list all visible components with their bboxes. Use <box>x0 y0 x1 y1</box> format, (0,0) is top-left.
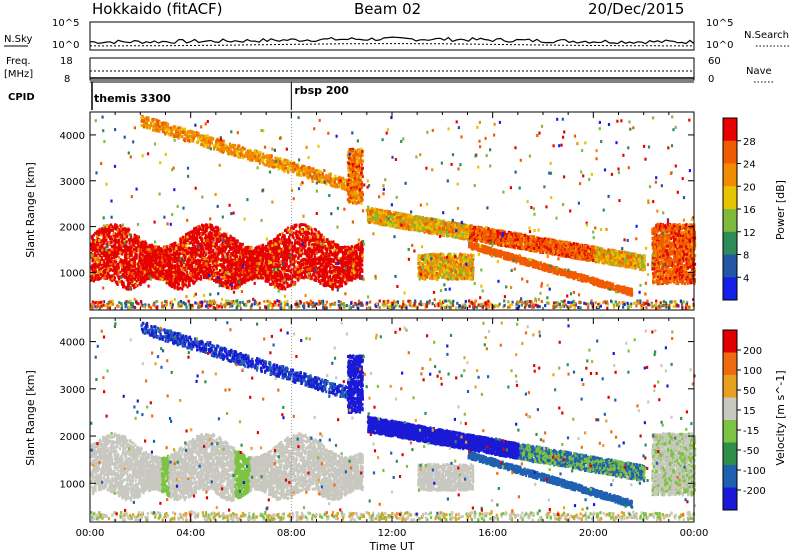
power-colorbar-swatch-3 <box>723 186 737 209</box>
power-colorbar: 28 24 20 16 12 8 4 <box>723 118 756 301</box>
nsearch-tick-top: 10^5 <box>706 18 733 29</box>
velocity-colorbar-label: Velocity [m s^-1] <box>774 370 787 465</box>
power-ytick-1: 2000 <box>60 223 85 234</box>
power-panel: 1000 2000 3000 4000 <box>60 112 697 310</box>
velocity-colorbar-tick-2: 50 <box>743 386 756 397</box>
velocity-colorbar-tick-6: -100 <box>743 466 766 477</box>
nsearch-tick-bottom: 10^0 <box>706 40 733 51</box>
nsearch-label: N.Search <box>744 30 789 41</box>
velocity-ytick-2: 3000 <box>60 385 85 396</box>
power-colorbar-swatch-5 <box>723 232 737 255</box>
velocity-colorbar: 200 100 50 15 -15 -50 -100 -200 <box>723 330 766 511</box>
velocity-colorbar-tick-7: -200 <box>743 486 766 497</box>
nave-label: Nave <box>746 66 772 77</box>
cpid-panel: CPID themis 3300 rbsp 200 <box>8 82 694 110</box>
power-colorbar-swatch-0 <box>723 118 737 141</box>
freq-label-line2: [MHz] <box>4 69 33 80</box>
power-colorbar-tick-6: 4 <box>743 273 749 284</box>
velocity-colorbar-swatch-7 <box>723 488 737 511</box>
nsky-tick-top: 10^5 <box>52 18 79 29</box>
velocity-colorbar-swatch-1 <box>723 353 737 376</box>
xtick-label-4: 16:00 <box>478 528 507 539</box>
power-colorbar-tick-2: 20 <box>743 182 756 193</box>
x-axis-title: Time UT <box>368 540 414 553</box>
velocity-colorbar-tick-0: 200 <box>743 346 762 357</box>
power-colorbar-swatch-4 <box>723 209 737 232</box>
power-ylabel: Slant Range [km] <box>24 162 37 258</box>
power-ytick-0: 1000 <box>60 268 85 279</box>
power-colorbar-tick-5: 8 <box>743 251 749 262</box>
velocity-ytick-0: 1000 <box>60 479 85 490</box>
velocity-colorbar-swatch-5 <box>723 443 737 466</box>
velocity-colorbar-swatch-6 <box>723 465 737 488</box>
velocity-ytick-1: 2000 <box>60 432 85 443</box>
nsky-panel: N.Sky 10^5 10^0 10^5 10^0 N.Search <box>4 18 790 51</box>
power-colorbar-tick-0: 28 <box>743 137 756 148</box>
nave-tick-bottom: 0 <box>708 74 714 85</box>
velocity-colorbar-swatch-2 <box>723 375 737 398</box>
velocity-ytick-3: 4000 <box>60 338 85 349</box>
freq-panel: Freq. [MHz] 18 8 60 0 Nave <box>4 56 774 85</box>
power-colorbar-tick-1: 24 <box>743 160 756 171</box>
cpid-segment-1: themis 3300 <box>94 92 171 105</box>
cpid-segment-2: rbsp 200 <box>294 84 349 97</box>
velocity-colorbar-tick-1: 100 <box>743 366 762 377</box>
xtick-label-3: 12:00 <box>378 528 407 539</box>
velocity-colorbar-swatch-4 <box>723 420 737 443</box>
freq-label-line1: Freq. <box>6 56 31 67</box>
power-colorbar-swatch-2 <box>723 164 737 187</box>
power-colorbar-swatch-7 <box>723 277 737 300</box>
power-colorbar-label: Power [dB] <box>774 180 787 240</box>
power-colorbar-tick-3: 16 <box>743 205 756 216</box>
freq-tick-bottom: 8 <box>64 74 70 85</box>
velocity-colorbar-tick-3: 15 <box>743 406 756 417</box>
nave-tick-top: 60 <box>708 56 721 67</box>
xtick-label-6: 00:00 <box>680 528 709 539</box>
xtick-label-0: 00:00 <box>76 528 105 539</box>
velocity-colorbar-tick-4: -15 <box>743 426 759 437</box>
velocity-ylabel: Slant Range [km] <box>24 370 37 466</box>
nsky-label: N.Sky <box>4 34 32 45</box>
power-colorbar-swatch-6 <box>723 255 737 278</box>
velocity-colorbar-tick-5: -50 <box>743 446 759 457</box>
power-colorbar-tick-4: 12 <box>743 228 756 239</box>
velocity-colorbar-swatch-3 <box>723 398 737 421</box>
power-ytick-2: 3000 <box>60 177 85 188</box>
cpid-label: CPID <box>8 92 35 103</box>
power-colorbar-swatch-1 <box>723 141 737 164</box>
xtick-label-5: 20:00 <box>579 528 608 539</box>
xtick-label-2: 08:00 <box>277 528 306 539</box>
nsky-tick-bottom: 10^0 <box>52 40 79 51</box>
velocity-panel: 1000 2000 3000 4000 00:00 04:00 08:00 12:00 16:0… <box>60 318 709 539</box>
xtick-label-1: 04:00 <box>176 528 205 539</box>
freq-tick-top: 18 <box>60 56 73 67</box>
power-ytick-3: 4000 <box>60 131 85 142</box>
velocity-colorbar-swatch-0 <box>723 330 737 353</box>
